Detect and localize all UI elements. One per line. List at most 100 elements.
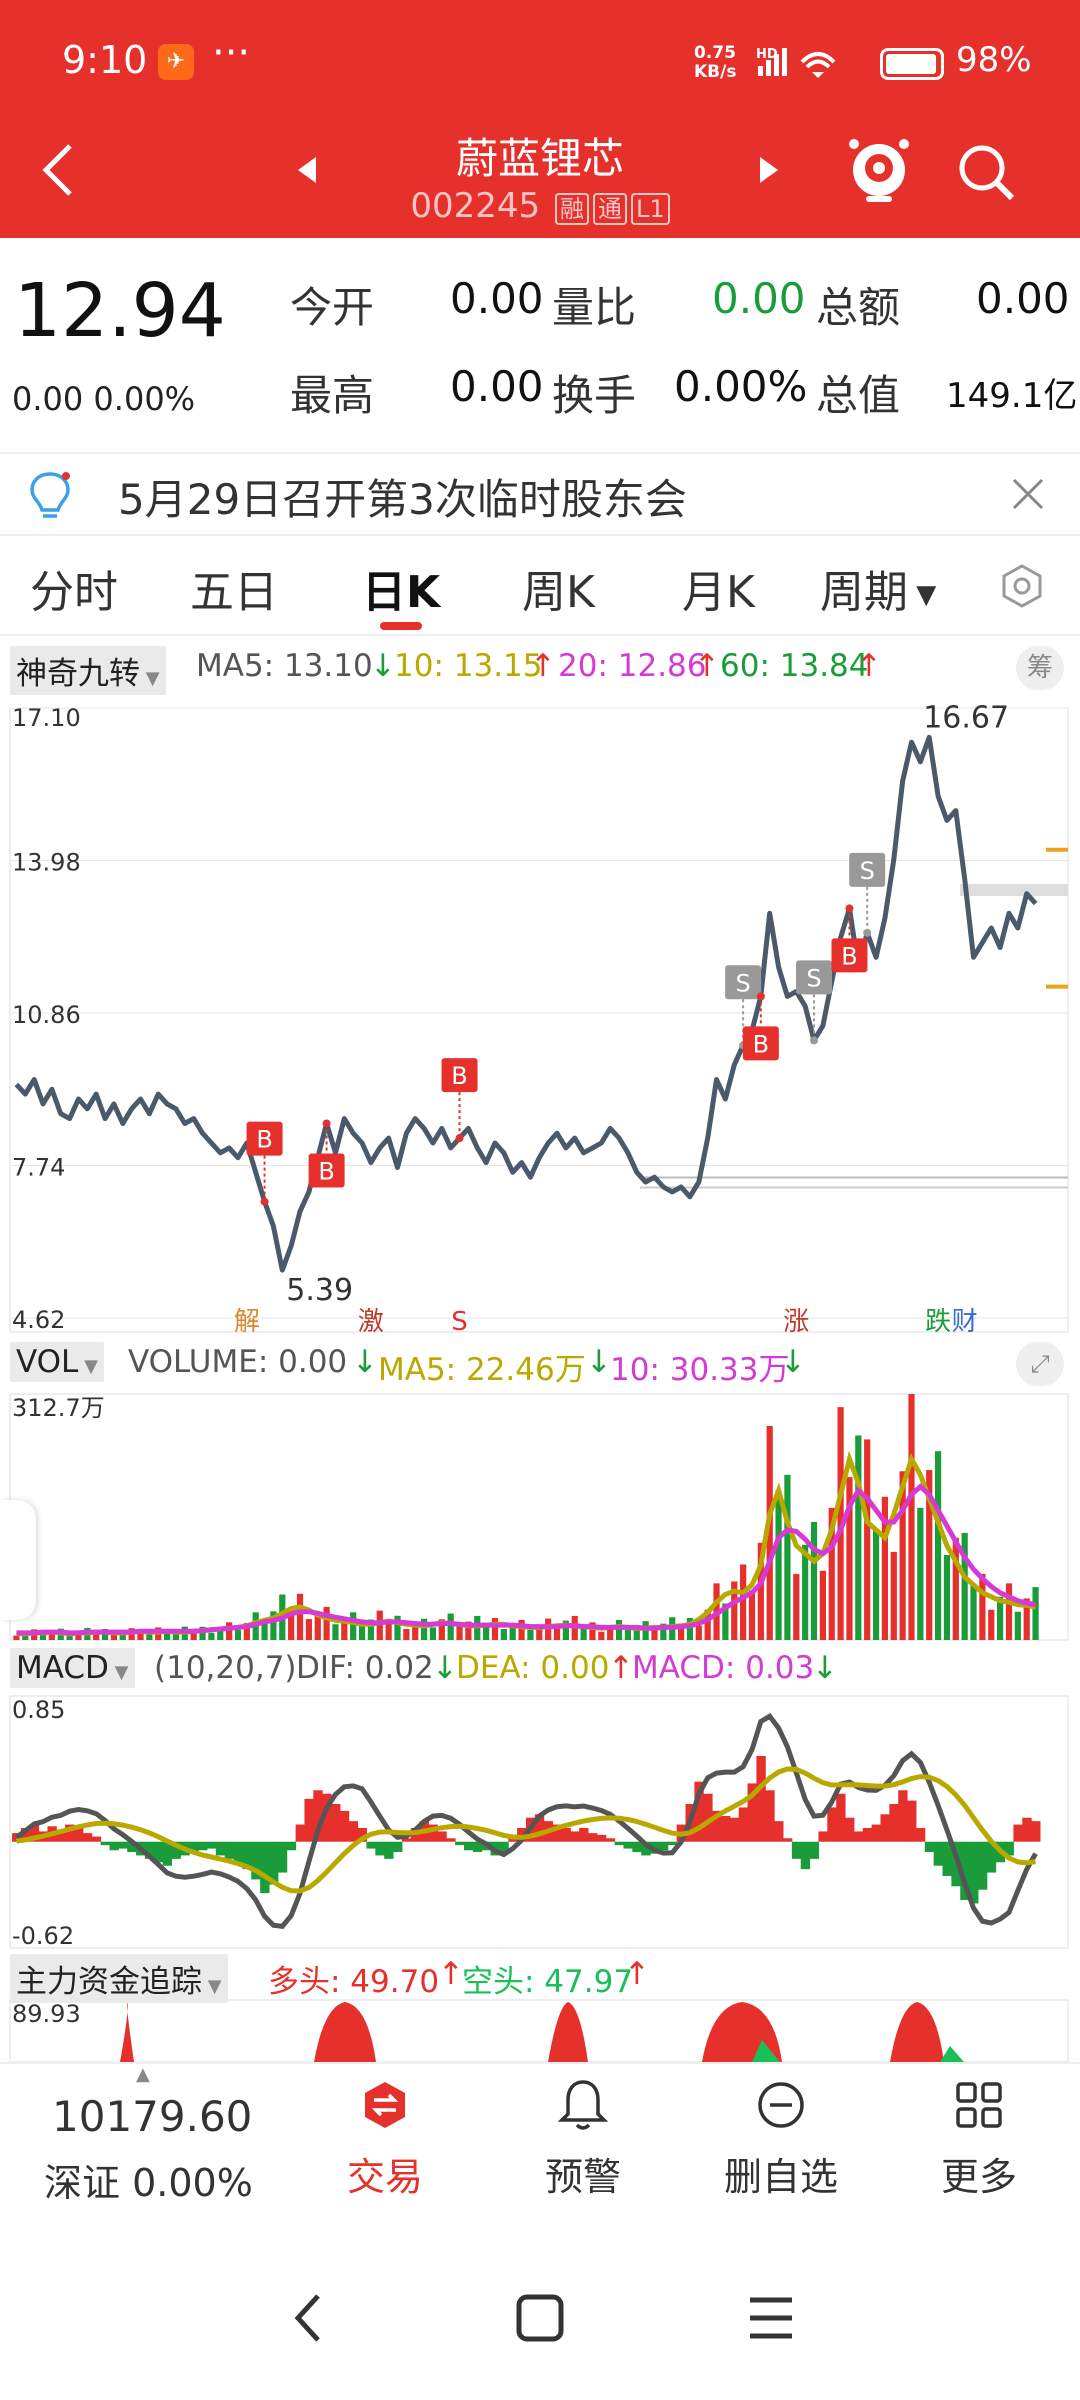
volume-bar bbox=[518, 1619, 525, 1640]
sell-signal-label: S bbox=[736, 969, 751, 997]
volume-bar bbox=[288, 1608, 295, 1640]
volume-bar bbox=[385, 1621, 392, 1640]
system-back-icon[interactable] bbox=[290, 2290, 324, 2346]
tab-five-day[interactable]: 五日 bbox=[190, 567, 278, 618]
remove-watchlist-button[interactable]: 删自选 bbox=[723, 2155, 838, 2199]
index-value[interactable]: 10179.60 bbox=[52, 2092, 253, 2141]
signal-badge bbox=[849, 852, 886, 887]
y-tick-label: -0.62 bbox=[12, 1922, 74, 1950]
assistant-robot-icon[interactable] bbox=[846, 136, 912, 206]
y-tick-label: 10.86 bbox=[12, 1001, 81, 1029]
flow-short-area bbox=[752, 2040, 780, 2062]
volume-bar bbox=[13, 1635, 20, 1640]
more-button[interactable]: 更多 bbox=[940, 2155, 1017, 2199]
macd-bar bbox=[694, 1781, 704, 1842]
chip-distribution-button[interactable]: 筹 bbox=[1016, 646, 1064, 690]
macd-bar bbox=[348, 1821, 359, 1842]
settings-hexagon-icon[interactable] bbox=[998, 562, 1046, 610]
macd-bar bbox=[986, 1841, 997, 1873]
tab-period[interactable]: 周期 ▼ bbox=[820, 567, 937, 618]
system-home-icon[interactable] bbox=[514, 2292, 566, 2344]
stock-name: 蔚蓝锂芯 bbox=[455, 134, 624, 183]
arrow-up-icon: ↑ bbox=[624, 1956, 650, 1992]
macd-bar bbox=[472, 1841, 483, 1852]
volume-bar bbox=[1023, 1598, 1030, 1640]
arrow-up-icon: ↑ bbox=[856, 648, 882, 684]
signal-badge bbox=[831, 938, 868, 973]
macd-bar bbox=[738, 1807, 749, 1842]
volume-bar bbox=[553, 1627, 561, 1640]
macd-bar bbox=[162, 1841, 173, 1866]
vol-indicator-select[interactable]: VOL ▼ bbox=[10, 1342, 104, 1382]
label-open: 今开 bbox=[290, 283, 375, 332]
trade-button[interactable]: 交易 bbox=[346, 2155, 423, 2199]
signal-dot bbox=[863, 928, 872, 937]
macd-bar bbox=[82, 1833, 93, 1842]
volume-bar bbox=[917, 1507, 924, 1640]
back-icon[interactable] bbox=[38, 140, 78, 200]
macd-bar bbox=[56, 1829, 66, 1842]
close-icon[interactable] bbox=[1010, 476, 1046, 512]
buy-signal-label: B bbox=[753, 1030, 769, 1058]
flow-short-value: 空头: 47.97 bbox=[462, 1964, 634, 2000]
active-tab-indicator bbox=[380, 622, 422, 630]
value-open: 0.00 bbox=[450, 274, 544, 323]
signal-badge bbox=[742, 1026, 779, 1061]
volume-bar bbox=[1032, 1587, 1039, 1640]
volume-bar bbox=[864, 1439, 871, 1640]
macd-bar bbox=[791, 1841, 802, 1859]
macd-bar bbox=[729, 1817, 740, 1842]
arrow-down-icon: ↓ bbox=[812, 1650, 838, 1686]
arrow-down-icon: ↓ bbox=[352, 1344, 378, 1380]
chevron-up-icon[interactable]: ▲ bbox=[136, 2064, 150, 2085]
announcement-text[interactable]: 5月29日召开第3次临时股东会 bbox=[118, 475, 687, 524]
bottom-toolbar bbox=[0, 2062, 1080, 2212]
value-turnover-rate: 0.00% bbox=[674, 362, 808, 411]
macd-bar bbox=[552, 1824, 562, 1842]
expand-icon[interactable]: ⤢ bbox=[1016, 1342, 1064, 1386]
macd-bar bbox=[286, 1841, 297, 1851]
vol-ma10-line bbox=[16, 1483, 1037, 1636]
label-high: 最高 bbox=[290, 371, 375, 420]
macd-bar bbox=[632, 1841, 642, 1852]
volume-bar bbox=[731, 1581, 738, 1640]
macd-bar bbox=[127, 1841, 137, 1852]
tab-intraday[interactable]: 分时 bbox=[30, 567, 118, 618]
side-drawer-handle[interactable] bbox=[0, 1500, 36, 1620]
sell-signal-label: S bbox=[860, 857, 875, 885]
next-stock-icon[interactable] bbox=[758, 155, 780, 185]
alert-button[interactable]: 预警 bbox=[544, 2155, 621, 2199]
search-icon[interactable] bbox=[954, 140, 1018, 204]
main-indicator-select[interactable]: 神奇九转 ▼ bbox=[10, 646, 166, 695]
arrow-down-icon: ↓ bbox=[780, 1344, 806, 1380]
volume-bar bbox=[509, 1624, 516, 1640]
macd-bar bbox=[463, 1841, 474, 1851]
tab-weekly-k[interactable]: 周K bbox=[522, 567, 595, 618]
lightbulb-icon bbox=[30, 472, 70, 518]
macd-bar bbox=[809, 1841, 819, 1859]
volume-bar bbox=[615, 1619, 623, 1640]
volume-bar bbox=[979, 1573, 986, 1640]
tab-daily-k[interactable]: 日K bbox=[362, 567, 441, 618]
arrow-down-icon: ↓ bbox=[586, 1344, 612, 1380]
chip-band bbox=[960, 883, 1068, 896]
event-tag: 涨 bbox=[783, 1307, 809, 1337]
macd-bar bbox=[144, 1841, 155, 1859]
macd-bar bbox=[915, 1828, 926, 1842]
system-menu-icon[interactable] bbox=[746, 2294, 796, 2342]
index-name[interactable]: 深证 0.00% bbox=[44, 2161, 253, 2205]
prev-stock-icon[interactable] bbox=[296, 155, 318, 185]
arrow-up-icon: ↑ bbox=[530, 648, 556, 684]
ma10-value: 10: 13.15 bbox=[394, 648, 543, 684]
macd-bar bbox=[242, 1841, 252, 1870]
tab-monthly-k[interactable]: 月K bbox=[682, 567, 755, 618]
signal-badge bbox=[441, 1058, 478, 1093]
volume-bar bbox=[296, 1593, 304, 1640]
value-volume-ratio: 0.00 bbox=[712, 274, 806, 323]
bell-icon bbox=[558, 2080, 608, 2130]
flow-indicator-select[interactable]: 主力资金追踪 ▼ bbox=[10, 1954, 228, 2003]
volume-bar bbox=[110, 1635, 118, 1640]
macd-indicator-select[interactable]: MACD ▼ bbox=[10, 1648, 135, 1688]
chevron-down-icon: ▼ bbox=[908, 580, 937, 610]
